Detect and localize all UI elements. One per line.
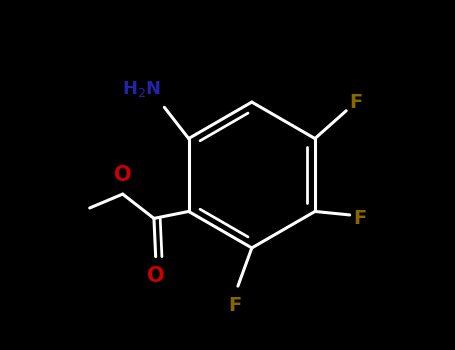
Text: F: F	[350, 93, 363, 112]
Text: F: F	[353, 209, 366, 228]
Text: O: O	[147, 266, 165, 286]
Text: H$_2$N: H$_2$N	[122, 79, 161, 99]
Text: F: F	[228, 296, 241, 315]
Text: O: O	[114, 166, 131, 186]
